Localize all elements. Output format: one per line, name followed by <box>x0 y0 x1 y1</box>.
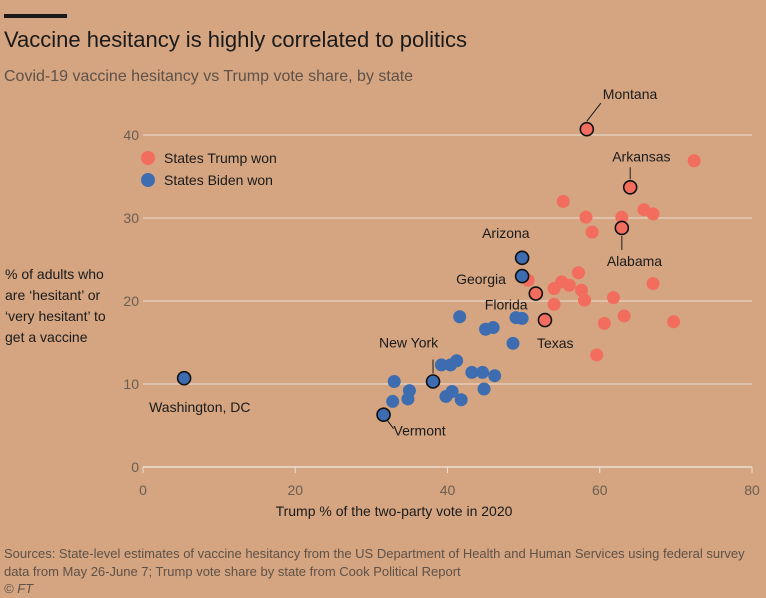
trump-state-point <box>556 194 570 208</box>
biden-state-point <box>434 358 448 372</box>
annotation-leaders <box>387 102 631 430</box>
annotation-leader-line <box>586 102 602 122</box>
x-tick-label: 20 <box>287 482 303 498</box>
biden-state-point <box>386 394 400 408</box>
data-points <box>386 154 701 408</box>
trump-state-point <box>571 266 585 280</box>
state-annotation-label: Florida <box>485 297 528 313</box>
x-tick-label: 40 <box>440 482 456 498</box>
biden-state-point <box>401 392 415 406</box>
source-note: Sources: State-level estimates of vaccin… <box>4 546 745 579</box>
legend-marker-trump <box>141 151 155 165</box>
state-annotation-label: Vermont <box>394 423 446 439</box>
trump-state-point <box>617 309 631 323</box>
highlighted-points <box>176 121 638 423</box>
legend-marker-biden <box>141 173 155 187</box>
biden-state-point <box>476 365 490 379</box>
highlighted-state-point <box>425 374 441 389</box>
state-annotation-label: Montana <box>603 86 658 102</box>
legend: States Trump won States Biden won <box>141 150 277 188</box>
state-annotation-label: Washington, DC <box>149 399 250 415</box>
highlighted-state-point <box>376 407 391 423</box>
y-tick-label: 0 <box>131 459 139 475</box>
trump-state-point <box>687 154 701 168</box>
biden-state-point <box>515 311 529 325</box>
scatter-chart: 0 10 20 30 40 0 20 40 60 80 Montana Arkansas Alabam… <box>123 86 760 519</box>
trump-state-point <box>646 207 660 221</box>
ft-credit: © FT <box>4 581 34 596</box>
highlighted-state-point <box>537 312 553 328</box>
trump-state-point <box>562 278 576 292</box>
biden-state-point <box>486 321 500 335</box>
state-annotation-label: Arizona <box>482 225 530 241</box>
state-annotation-label: Texas <box>537 335 574 351</box>
highlighted-state-point <box>579 121 595 137</box>
y-tick-label: 20 <box>123 293 139 309</box>
biden-state-point <box>450 354 464 368</box>
x-axis-label: Trump % of the two-party vote in 2020 <box>276 503 513 519</box>
state-annotation-label: Alabama <box>607 253 662 269</box>
trump-state-point <box>585 225 599 239</box>
biden-state-point <box>387 375 401 389</box>
state-annotation-label: New York <box>379 335 439 351</box>
y-tick-label: 10 <box>123 376 139 392</box>
highlighted-state-point <box>528 286 544 301</box>
trump-state-point <box>547 282 561 296</box>
axis-ticks: 0 10 20 30 40 0 20 40 60 80 <box>123 127 760 498</box>
highlighted-state-point <box>622 179 638 195</box>
trump-state-point <box>578 293 592 307</box>
y-tick-label: 40 <box>123 127 139 143</box>
highlighted-state-point <box>514 268 530 284</box>
trump-state-point <box>646 277 660 291</box>
trump-state-point <box>606 291 620 305</box>
state-annotation-label: Arkansas <box>612 148 670 164</box>
annotation-labels: Montana Arkansas Alabama Arizona Georgia Flor… <box>149 86 670 439</box>
biden-state-point <box>488 369 502 383</box>
state-annotation-label: Georgia <box>456 271 506 287</box>
chart-subtitle: Covid-19 vaccine hesitancy vs Trump vote… <box>4 68 414 85</box>
trump-state-point <box>579 210 593 224</box>
biden-state-point <box>454 393 468 407</box>
biden-state-point <box>439 389 453 403</box>
trump-state-point <box>615 210 629 224</box>
y-tick-label: 30 <box>123 210 139 226</box>
trump-state-point <box>667 315 681 329</box>
highlighted-state-point <box>514 250 530 266</box>
chart-title: Vaccine hesitancy is highly correlated t… <box>4 27 468 52</box>
ft-top-bar <box>4 14 67 18</box>
biden-state-point <box>453 310 467 324</box>
trump-state-point <box>590 348 604 362</box>
x-tick-label: 80 <box>744 482 760 498</box>
biden-state-point <box>506 336 520 350</box>
annotation-leader-line <box>387 420 394 430</box>
x-tick-label: 60 <box>592 482 608 498</box>
y-axis-label: % of adults who are ‘hesitant’ or ‘very … <box>5 266 106 345</box>
highlighted-state-point <box>614 220 630 236</box>
legend-label-biden: States Biden won <box>164 172 273 188</box>
trump-state-point <box>574 283 588 297</box>
x-tick-label: 0 <box>139 482 147 498</box>
highlighted-state-point <box>176 370 192 386</box>
biden-state-point <box>477 382 491 396</box>
trump-state-point <box>547 297 561 311</box>
legend-label-trump: States Trump won <box>164 150 277 166</box>
biden-state-point <box>465 365 479 379</box>
trump-state-point <box>597 316 611 330</box>
